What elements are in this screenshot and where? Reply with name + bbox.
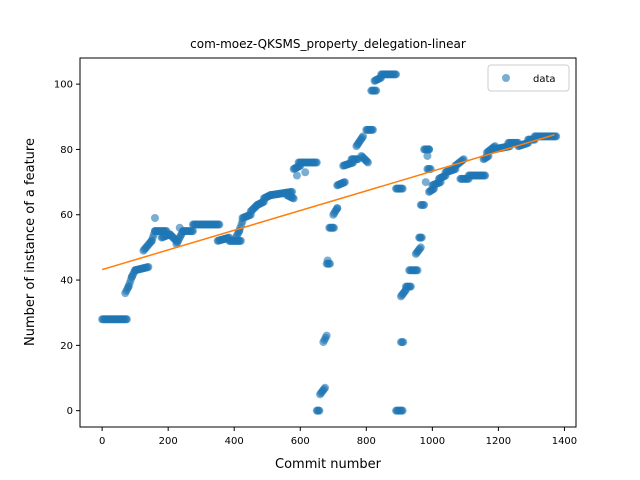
data-point <box>481 171 490 180</box>
data-point <box>333 204 342 213</box>
legend-box <box>487 64 570 92</box>
x-tick-label: 400 <box>225 436 244 447</box>
legend-label-data: data <box>533 74 556 85</box>
fit-line <box>101 134 555 271</box>
x-tick-label: 600 <box>291 436 310 447</box>
data-point <box>150 214 159 223</box>
data-point <box>175 223 184 232</box>
data-point <box>315 406 324 415</box>
data-point <box>392 70 401 79</box>
data-point <box>340 178 349 187</box>
x-tick-label: 0 <box>99 436 105 447</box>
data-point <box>322 331 331 340</box>
data-point <box>321 383 330 392</box>
x-tick-label: 800 <box>357 436 376 447</box>
data-point <box>406 282 415 291</box>
y-tick-label: 0 <box>67 406 73 417</box>
data-point <box>425 145 434 154</box>
legend: data <box>487 64 570 92</box>
data-point <box>368 125 377 134</box>
y-tick-label: 40 <box>60 276 73 287</box>
data-point <box>289 194 298 203</box>
data-point <box>423 151 432 160</box>
y-axis: 0 20 40 60 80 100 <box>54 80 80 417</box>
data-point <box>292 171 301 180</box>
data-point <box>359 132 367 141</box>
y-axis-label: Number of instance of a feature <box>23 138 38 346</box>
plot-frame <box>79 57 577 428</box>
x-axis: 0 200 400 600 800 1000 1200 1400 <box>99 427 577 447</box>
data-point <box>323 256 332 265</box>
data-point <box>421 178 430 187</box>
y-tick-label: 80 <box>60 145 73 156</box>
data-point <box>144 262 153 271</box>
legend-marker <box>502 74 510 82</box>
data-point <box>301 168 310 177</box>
data-point <box>329 223 338 232</box>
data-point <box>420 200 429 209</box>
data-point <box>215 220 224 229</box>
data-point <box>312 158 321 167</box>
x-axis-label: Commit number <box>275 457 382 472</box>
data-point <box>122 315 131 324</box>
y-tick-label: 20 <box>60 341 73 352</box>
data-point <box>398 406 407 415</box>
x-tick-label: 200 <box>159 436 178 447</box>
data-point <box>188 227 197 236</box>
data-point <box>552 132 561 141</box>
data-point <box>399 338 408 347</box>
y-tick-label: 60 <box>60 210 73 221</box>
x-tick-label: 1000 <box>420 436 445 447</box>
x-tick-label: 1200 <box>486 436 511 447</box>
chart-title: com-moez-QKSMS_property_delegation-linea… <box>190 37 466 51</box>
data-point <box>417 233 426 242</box>
data-point <box>413 266 422 275</box>
x-tick-label: 1400 <box>552 436 577 447</box>
y-tick-label: 100 <box>54 80 73 91</box>
data-point <box>363 158 372 167</box>
plot-marks <box>98 70 561 415</box>
data-point <box>416 243 425 252</box>
data-point <box>372 86 381 95</box>
data-point <box>398 184 407 193</box>
